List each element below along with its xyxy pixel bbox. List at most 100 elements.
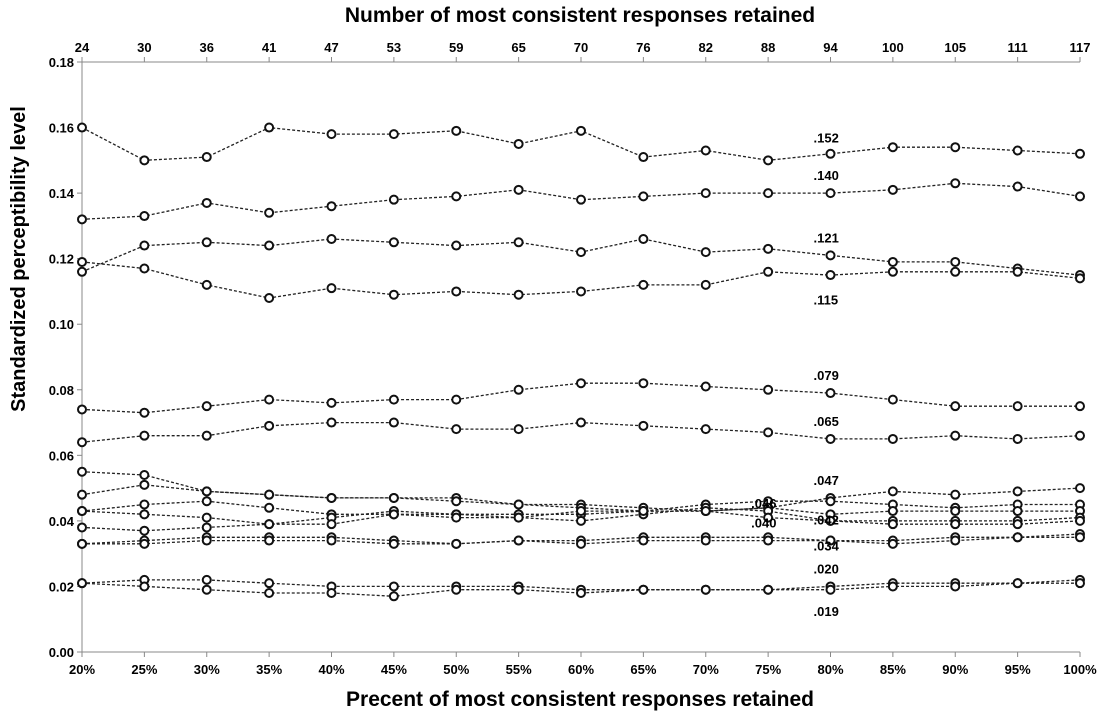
data-point <box>264 519 275 530</box>
data-point <box>513 289 524 300</box>
data-point <box>139 525 150 536</box>
data-point <box>451 191 462 202</box>
value-annotation: .046 <box>751 496 776 511</box>
data-point <box>638 584 649 595</box>
annotation-layer: .152 .140 .121 .115 .079 .065 .047 .046 .040 .042… <box>751 130 839 619</box>
data-point <box>887 581 898 592</box>
top-tick-label: 36 <box>200 40 214 55</box>
x-tick-label: 65% <box>630 662 656 677</box>
series-line <box>81 182 1081 220</box>
data-point <box>763 188 774 199</box>
data-point <box>825 148 836 159</box>
data-point <box>388 591 399 602</box>
data-point <box>763 384 774 395</box>
data-point <box>77 122 87 133</box>
data-point <box>201 279 212 290</box>
data-point <box>950 266 961 277</box>
data-point <box>513 138 524 149</box>
x-tick-label: 85% <box>880 662 906 677</box>
x-tick-label: 35% <box>256 662 282 677</box>
data-point <box>264 293 275 303</box>
y-tick-label: 0.14 <box>49 186 75 201</box>
x-tick-label: 45% <box>381 662 407 677</box>
series-layer <box>77 122 1085 602</box>
data-point <box>201 574 212 585</box>
value-annotation: .079 <box>814 368 839 383</box>
data-point <box>139 263 150 274</box>
data-point <box>201 496 212 507</box>
data-point <box>638 506 649 517</box>
series-3 <box>77 234 1085 281</box>
data-point <box>201 152 212 163</box>
data-point <box>264 535 275 546</box>
data-point <box>576 515 586 526</box>
data-point <box>950 430 961 441</box>
data-point <box>576 588 586 598</box>
data-point <box>139 155 150 166</box>
data-point <box>887 506 898 517</box>
data-point <box>451 125 462 136</box>
data-point <box>77 466 87 477</box>
data-point <box>388 492 399 503</box>
data-point <box>326 492 337 503</box>
data-point <box>264 122 275 133</box>
data-point <box>264 502 275 513</box>
data-point <box>763 427 774 438</box>
value-annotation: .065 <box>814 414 839 429</box>
data-point <box>77 214 87 225</box>
top-tick-label: 100 <box>882 40 904 55</box>
data-point <box>326 417 337 428</box>
value-annotation: .047 <box>814 473 839 488</box>
data-point <box>763 266 774 277</box>
data-point <box>700 279 711 290</box>
data-point <box>638 279 649 290</box>
data-point <box>201 486 212 497</box>
data-point <box>825 250 836 261</box>
data-point <box>201 522 212 533</box>
data-point <box>388 289 399 300</box>
top-tick-label: 76 <box>636 40 650 55</box>
top-tick-label: 88 <box>761 40 775 55</box>
top-tick-label: 65 <box>511 40 525 55</box>
x-tick-label: 75% <box>755 662 781 677</box>
top-tick-label: 30 <box>137 40 151 55</box>
y-tick-label: 0.08 <box>49 383 74 398</box>
data-point <box>77 256 87 267</box>
data-point <box>825 388 836 399</box>
data-point <box>700 535 711 546</box>
series-line <box>81 582 1080 597</box>
data-point <box>1075 532 1085 543</box>
data-point <box>700 188 711 199</box>
data-point <box>950 506 961 517</box>
series-15 <box>77 578 1085 602</box>
data-point <box>763 243 774 254</box>
data-point <box>825 535 836 546</box>
data-point <box>700 145 711 156</box>
series-1 <box>77 122 1085 166</box>
data-point <box>700 247 711 258</box>
data-point <box>1012 266 1023 277</box>
data-point <box>139 470 150 480</box>
data-point <box>950 178 961 189</box>
data-point <box>513 184 524 195</box>
data-point <box>264 394 275 405</box>
data-point <box>887 266 898 277</box>
top-tick-label: 59 <box>449 40 463 55</box>
data-point <box>139 240 150 251</box>
data-point <box>763 584 774 595</box>
data-point <box>513 424 524 435</box>
data-point <box>700 381 711 392</box>
data-point <box>264 588 275 598</box>
data-point <box>825 496 836 507</box>
data-point <box>388 538 399 549</box>
data-point <box>576 417 586 428</box>
y-axis-label: Standardized perceptibility level <box>8 106 30 412</box>
data-point <box>513 535 524 546</box>
data-point <box>1012 433 1023 444</box>
value-annotation: .040 <box>751 516 776 531</box>
data-point <box>825 270 836 281</box>
value-annotation: .019 <box>814 604 839 619</box>
data-point <box>77 489 87 500</box>
data-point <box>201 430 212 441</box>
data-point <box>139 479 150 490</box>
